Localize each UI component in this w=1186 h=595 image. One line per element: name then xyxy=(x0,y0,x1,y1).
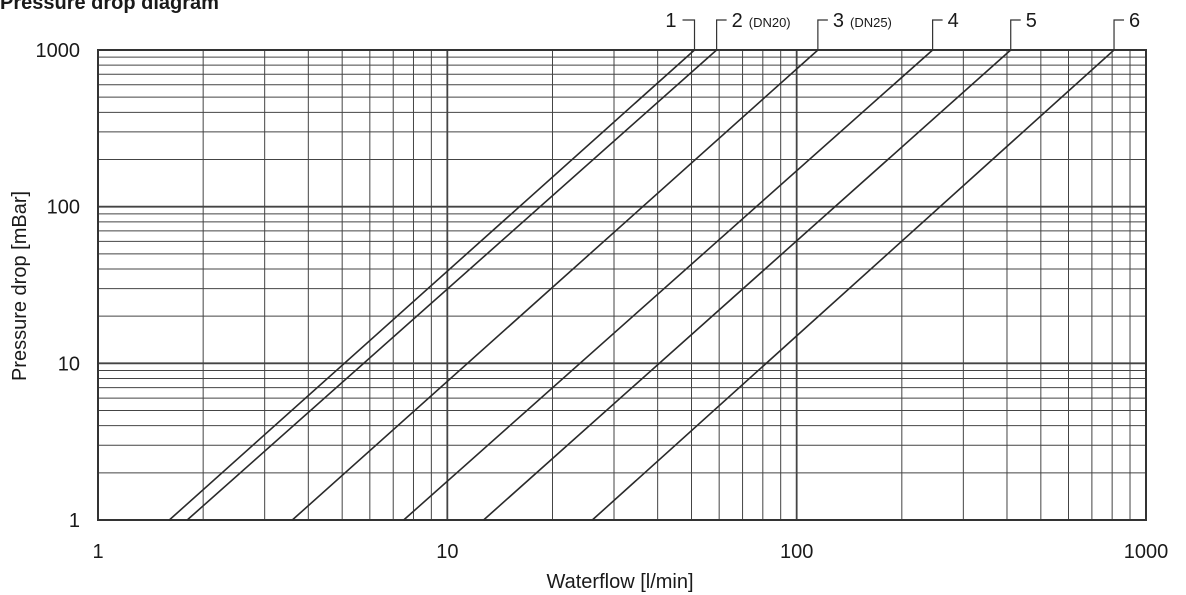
curve-label-note: (DN25) xyxy=(850,15,892,30)
plot-frame xyxy=(97,49,1147,521)
y-tick-label: 100 xyxy=(47,197,80,219)
curve-label-leader xyxy=(1113,19,1125,50)
series-line-3 xyxy=(291,49,819,521)
curve-label-group-2: 2 (DN20) xyxy=(716,10,791,50)
series-line-1 xyxy=(168,49,696,521)
curves xyxy=(168,49,1115,521)
curve-label-group-3: 3 (DN25) xyxy=(817,10,892,50)
curve-label-group-4: 4 xyxy=(932,10,959,50)
ticks: 1 10 100 1000 1 10 100 1000 xyxy=(36,40,1169,563)
series-line-6 xyxy=(591,49,1115,521)
curve-label-group-6: 6 xyxy=(1113,10,1140,50)
chart-title: Pressure drop diagram xyxy=(0,0,219,14)
x-tick-label: 100 xyxy=(780,541,813,563)
curve-label: 1 xyxy=(665,10,676,32)
grid xyxy=(97,49,1147,521)
x-tick-label: 10 xyxy=(436,541,458,563)
curve-label: 4 xyxy=(948,10,959,32)
curve-label: 6 xyxy=(1129,10,1140,32)
curve-label-group-5: 5 xyxy=(1010,10,1037,50)
series-line-5 xyxy=(483,49,1012,521)
curve-label-note: (DN20) xyxy=(749,15,791,30)
curve-label: 2 (DN20) xyxy=(732,10,791,32)
y-tick-label: 1000 xyxy=(36,40,81,62)
x-tick-label: 1 xyxy=(92,541,103,563)
curve-label: 5 xyxy=(1026,10,1037,32)
curve-label-leader xyxy=(682,19,696,50)
curve-label-leader xyxy=(932,19,943,50)
series-line-2 xyxy=(186,49,718,521)
curve-label-leader xyxy=(1010,19,1021,50)
y-tick-label: 1 xyxy=(69,510,80,532)
y-axis-label: Pressure drop [mBar] xyxy=(9,191,31,381)
series-line-4 xyxy=(403,49,934,521)
curve-label-group-1: 1 xyxy=(665,10,696,50)
y-tick-label: 10 xyxy=(58,353,80,375)
x-axis-label: Waterflow [l/min] xyxy=(546,571,693,593)
curve-label: 3 (DN25) xyxy=(833,10,892,32)
x-tick-label: 1000 xyxy=(1124,541,1169,563)
curve-labels: 1 2 (DN20) 3 (DN25) 4 5 6 xyxy=(665,10,1140,50)
curve-label-leader xyxy=(716,19,727,50)
curve-label-leader xyxy=(817,19,828,50)
